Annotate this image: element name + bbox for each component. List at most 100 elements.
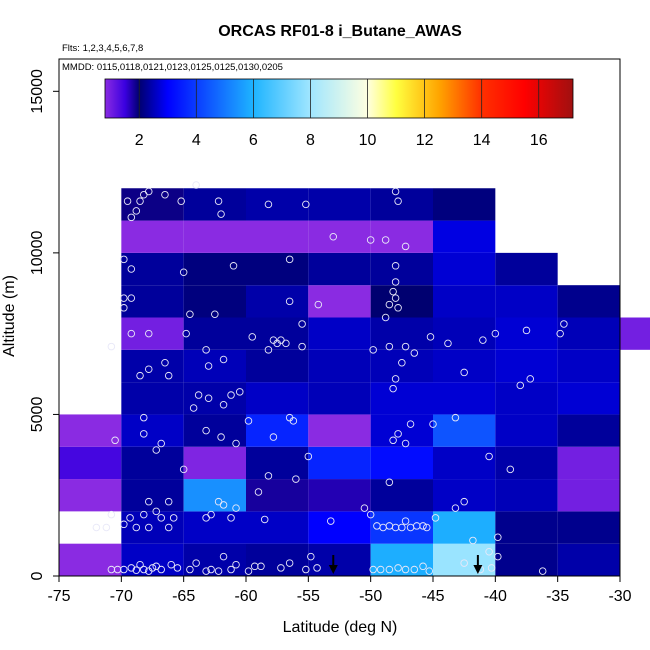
sample-point xyxy=(451,413,460,422)
heatmap-cell xyxy=(121,414,184,447)
heatmap-cell xyxy=(121,220,184,253)
heatmap-cell xyxy=(308,479,371,512)
x-tick-label: -35 xyxy=(546,588,569,605)
sample-point xyxy=(140,565,148,574)
heatmap-cell xyxy=(433,511,496,544)
heatmap-cell xyxy=(183,317,246,350)
sample-point xyxy=(145,187,153,196)
heatmap-cell xyxy=(59,543,122,576)
heatmap-cell xyxy=(121,446,184,480)
sample-point xyxy=(401,242,410,251)
x-tick-label: -30 xyxy=(608,588,631,605)
heatmap-cell xyxy=(495,285,558,318)
sample-point xyxy=(164,371,173,380)
sample-point xyxy=(202,426,210,435)
sample-point xyxy=(302,565,310,574)
heatmap-cell xyxy=(370,446,433,480)
flights-note: Flts: 1,2,3,4,5,6,7,8 xyxy=(62,43,143,54)
sample-point xyxy=(202,567,210,575)
sample-point xyxy=(298,342,306,351)
sample-point xyxy=(269,433,278,441)
sample-point xyxy=(182,329,190,338)
sample-point xyxy=(186,310,194,319)
x-axis-label: Latitude (deg N) xyxy=(283,619,398,636)
x-tick-label: -75 xyxy=(47,588,70,605)
sample-point xyxy=(186,565,194,574)
sample-point xyxy=(401,439,410,448)
sample-point xyxy=(401,342,410,351)
heatmap-cell xyxy=(246,414,309,447)
x-tick-label: -45 xyxy=(421,588,444,605)
heatmap-cell xyxy=(495,479,558,512)
sample-point xyxy=(194,391,203,399)
heatmap-cell xyxy=(370,220,433,253)
arrow-head xyxy=(328,565,338,574)
heatmap-cell xyxy=(557,511,620,544)
sample-point xyxy=(204,362,213,370)
heatmap-cell xyxy=(433,252,496,286)
sample-point xyxy=(410,565,419,574)
sample-point xyxy=(145,523,153,532)
x-tick-label: -65 xyxy=(172,588,195,605)
sample-point xyxy=(460,368,468,377)
sample-point xyxy=(227,565,235,574)
sample-point xyxy=(179,268,188,277)
sample-point xyxy=(425,567,434,575)
heatmap-cell xyxy=(308,252,371,286)
sample-point xyxy=(132,566,141,574)
sample-point xyxy=(385,478,394,487)
sample-point xyxy=(145,497,153,506)
sample-point xyxy=(391,262,400,270)
heatmap-cell xyxy=(246,317,309,350)
sample-point xyxy=(394,304,402,312)
colorbar-tick-label: 2 xyxy=(135,132,144,149)
heatmap-cell xyxy=(495,349,558,383)
sample-point xyxy=(127,564,136,572)
sample-point xyxy=(401,565,410,574)
sample-point xyxy=(219,355,228,364)
sample-point xyxy=(460,497,468,506)
heatmap-cell xyxy=(183,543,246,576)
x-tick-label: -60 xyxy=(234,588,257,605)
heatmap-cell xyxy=(121,188,184,221)
sample-point xyxy=(391,375,400,383)
heatmap-cells xyxy=(59,188,650,576)
sample-point xyxy=(538,567,547,575)
sample-point xyxy=(264,200,273,209)
heatmap-cell xyxy=(121,252,184,286)
heatmap-cell xyxy=(370,382,433,415)
sample-point xyxy=(132,523,141,532)
heatmap-cell xyxy=(370,414,433,447)
heatmap-cell xyxy=(183,252,246,286)
heatmap-cell xyxy=(246,543,309,576)
sample-point xyxy=(120,294,128,302)
heatmap-cell xyxy=(59,414,122,447)
sample-point xyxy=(394,197,402,205)
sample-point xyxy=(360,504,369,512)
sample-point xyxy=(526,375,534,383)
sample-point xyxy=(204,394,213,403)
heatmap-cell xyxy=(495,252,558,286)
heatmap-cell xyxy=(433,479,496,512)
sample-point xyxy=(232,560,240,569)
sample-point xyxy=(107,510,116,519)
heatmap-cell xyxy=(495,446,558,480)
x-tick-label: -50 xyxy=(359,588,382,605)
sample-point xyxy=(431,514,440,522)
sample-point xyxy=(214,197,223,205)
sample-point xyxy=(232,439,240,448)
sample-point xyxy=(260,515,269,524)
sample-point xyxy=(145,329,153,338)
heatmap-cell xyxy=(557,446,620,480)
heatmap-cell xyxy=(183,349,246,383)
y-tick-label: 5000 xyxy=(29,397,46,433)
heatmap-cell xyxy=(59,479,122,512)
heatmap-cell xyxy=(308,414,371,447)
heatmap-cell xyxy=(557,382,620,415)
y-axis-ticks: 0 5000 10000 15000 xyxy=(29,69,59,580)
sample-point xyxy=(376,565,385,574)
sample-point xyxy=(192,559,200,567)
sample-point xyxy=(391,278,400,286)
sample-point xyxy=(460,559,468,567)
sample-point xyxy=(127,294,136,302)
